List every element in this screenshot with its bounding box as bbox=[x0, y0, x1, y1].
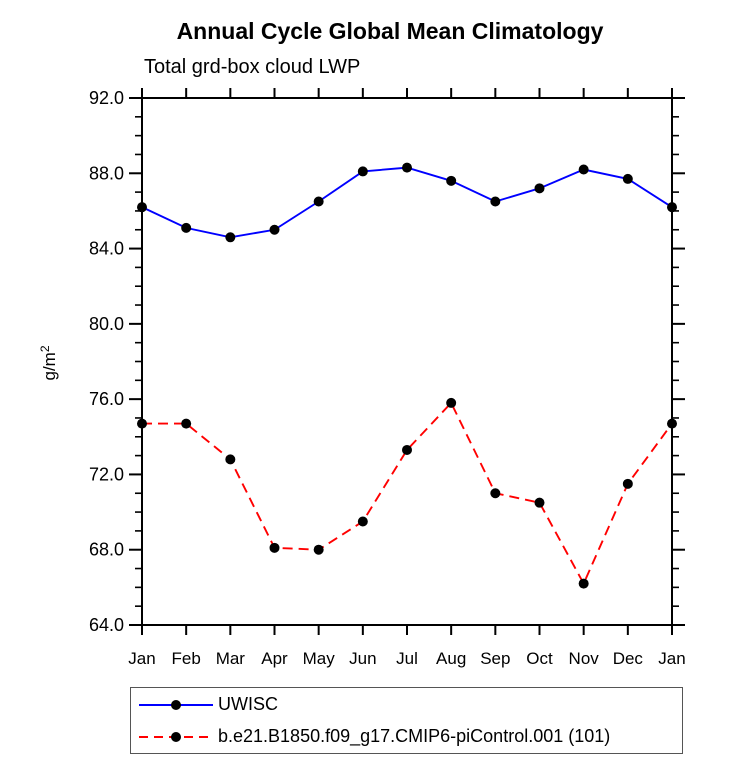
data-point-series-0 bbox=[578, 164, 589, 175]
legend-sample-solid-line bbox=[139, 699, 213, 710]
data-point-series-1 bbox=[490, 488, 501, 499]
x-tick-label: Feb bbox=[172, 649, 201, 668]
data-point-series-0 bbox=[622, 173, 633, 184]
data-point-series-0 bbox=[181, 222, 192, 233]
y-axis-title-exponent: 2 bbox=[38, 345, 52, 352]
x-tick-label: Jul bbox=[396, 649, 418, 668]
x-tick-label: Nov bbox=[569, 649, 600, 668]
data-point-series-0 bbox=[225, 232, 236, 243]
y-tick-label: 76.0 bbox=[89, 389, 124, 409]
data-point-series-0 bbox=[446, 175, 457, 186]
y-tick-label: 72.0 bbox=[89, 464, 124, 484]
legend-entry-uwisc: UWISC bbox=[136, 689, 682, 721]
data-point-series-1 bbox=[402, 444, 412, 455]
data-point-series-0 bbox=[490, 196, 501, 207]
y-tick-label: 68.0 bbox=[89, 540, 124, 560]
x-tick-label: Dec bbox=[613, 649, 644, 668]
x-tick-label: Sep bbox=[480, 649, 510, 668]
data-point-series-1 bbox=[534, 497, 545, 508]
data-point-series-1 bbox=[313, 544, 324, 555]
data-point-series-0 bbox=[313, 196, 324, 207]
data-point-series-1 bbox=[667, 418, 677, 429]
data-point-series-1 bbox=[181, 418, 192, 429]
data-point-series-1 bbox=[622, 478, 633, 489]
data-point-series-1 bbox=[578, 578, 589, 589]
y-tick-label: 84.0 bbox=[89, 239, 124, 259]
legend-entry-model: b.e21.B1850.f09_g17.CMIP6-piControl.001 … bbox=[136, 721, 682, 753]
series-line-0 bbox=[141, 166, 673, 239]
y-axis-title: g/m2 bbox=[38, 345, 59, 380]
legend-marker-dot bbox=[171, 731, 181, 742]
chart-title: Annual Cycle Global Mean Climatology bbox=[176, 18, 604, 44]
y-tick-label: 80.0 bbox=[89, 314, 124, 334]
x-tick-label: Jun bbox=[349, 649, 376, 668]
y-tick-label: 88.0 bbox=[89, 163, 124, 183]
data-point-series-1 bbox=[137, 418, 147, 429]
plot-frame bbox=[141, 97, 673, 626]
data-point-series-1 bbox=[225, 454, 236, 465]
data-point-series-0 bbox=[534, 183, 545, 194]
data-point-series-1 bbox=[446, 397, 457, 408]
legend-label-model: b.e21.B1850.f09_g17.CMIP6-piControl.001 … bbox=[218, 726, 611, 746]
data-point-series-0 bbox=[402, 162, 412, 173]
chart-subtitle: Total grd-box cloud LWP bbox=[144, 56, 361, 78]
y-tick-label: 92.0 bbox=[89, 88, 124, 108]
data-point-series-0 bbox=[667, 202, 677, 213]
legend-marker-dot bbox=[171, 699, 181, 710]
legend-sample-dashed-line bbox=[139, 731, 213, 742]
data-point-series-1 bbox=[269, 542, 280, 553]
x-tick-label: Apr bbox=[261, 649, 288, 668]
x-tick-label: May bbox=[303, 649, 336, 668]
legend-label-uwisc: UWISC bbox=[218, 694, 278, 714]
series-line-1 bbox=[142, 401, 673, 586]
x-tick-label: Aug bbox=[436, 649, 466, 668]
data-point-series-0 bbox=[357, 166, 368, 177]
x-tick-label: Jan bbox=[128, 649, 155, 668]
legend: UWISC b.e21.B1850.f09_g17.CMIP6-piContro… bbox=[130, 687, 683, 754]
x-tick-label: Mar bbox=[216, 649, 246, 668]
x-tick-label: Oct bbox=[526, 649, 553, 668]
y-tick-label: 64.0 bbox=[89, 615, 124, 635]
data-point-series-0 bbox=[137, 202, 147, 213]
x-tick-label: Jan bbox=[658, 649, 685, 668]
data-point-series-0 bbox=[269, 224, 280, 235]
data-point-series-1 bbox=[357, 516, 368, 527]
